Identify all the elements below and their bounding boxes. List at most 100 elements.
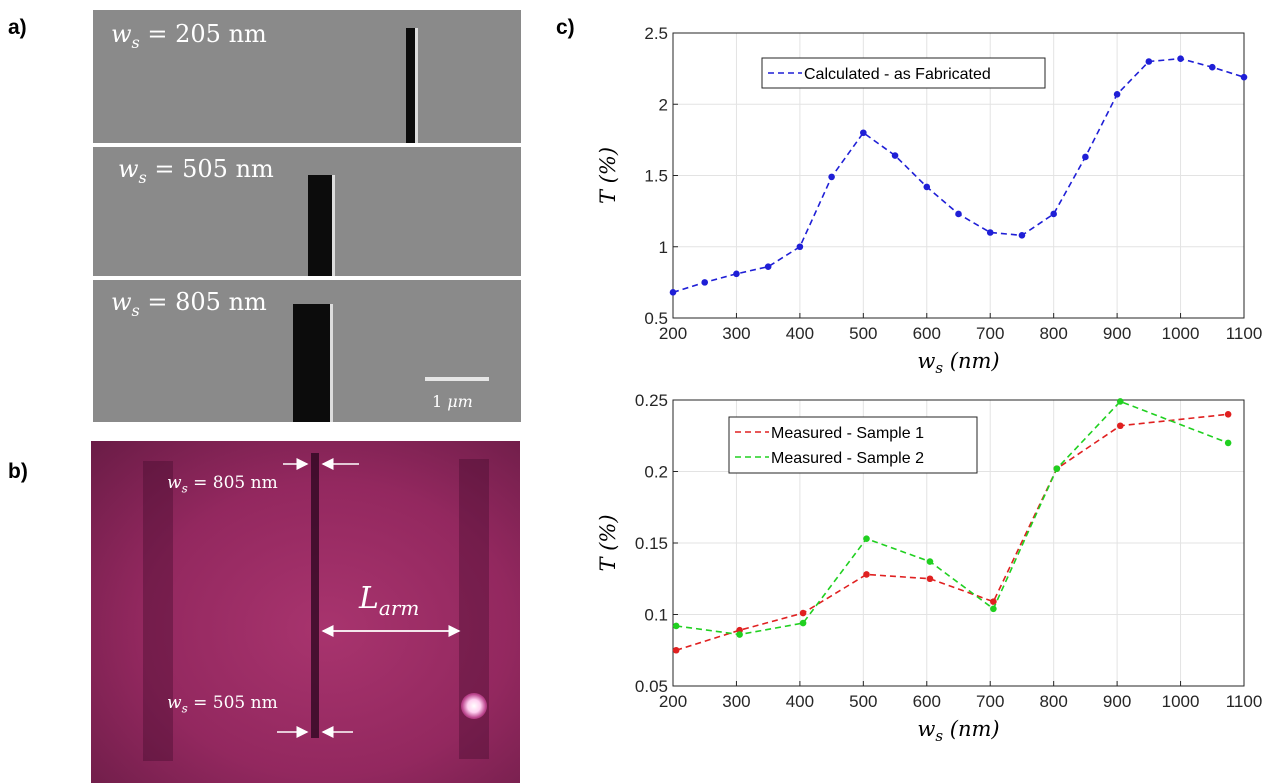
chart-1: 200 300 400 500 600 700 800 900 1000 1100 0.5 1 1.5 2… [596,24,1262,377]
data-point [860,129,867,137]
sem-image-805nm: ws = 805 nm [93,280,521,422]
sem-width-label: ws = 805 nm [111,288,267,320]
y-tick-label: 0.2 [644,463,668,482]
x-axis-label: ws (nm) [917,717,999,745]
data-point [863,571,870,578]
data-point [926,575,934,583]
y-tick-label: 0.5 [644,309,668,328]
x-tick-label: 300 [722,324,750,343]
sem-slit [406,28,418,143]
data-point [1145,58,1153,65]
y-tick-label: 0.15 [635,534,668,553]
panel-label-b: b) [8,460,28,483]
y-tick-label: 2 [659,95,668,114]
x-tick-label: 1000 [1162,692,1200,711]
data-point [672,646,680,654]
x-tick-label: 1100 [1226,692,1263,711]
y-axis-label: T (%) [596,514,620,571]
x-tick-label: 400 [786,692,814,711]
data-point [828,173,835,181]
data-point [672,622,680,630]
top-width-label: ws = 805 nm [167,473,278,496]
y-tick-label: 0.1 [644,606,668,625]
data-point [926,558,934,565]
sem-slit [293,304,333,422]
legend-label: Measured - Sample 1 [771,425,924,442]
x-tick-label: 300 [722,692,750,711]
x-tick-label: 1000 [1162,324,1200,343]
data-point [1224,411,1232,418]
data-point [1240,73,1248,81]
x-tick-label: 900 [1103,692,1131,711]
data-point [1224,439,1232,447]
sem-image-205nm: ws = 205 nm [93,10,521,143]
sem-width-label: ws = 505 nm [118,155,274,187]
left-arm-shadow [143,461,173,761]
y-axis-label: T (%) [596,147,620,204]
data-point [701,279,709,286]
data-point [1082,153,1089,161]
x-tick-label: 400 [786,324,814,343]
chart-2: 200 300 400 500 600 700 800 900 1000 1100 0.05 0.1 0… [596,391,1262,745]
panel-label-a: a) [8,16,27,39]
series-2 [672,398,1232,638]
data-point [990,598,997,605]
data-point [1050,210,1057,218]
legend-box [761,57,1046,89]
legend-box [728,416,978,474]
data-point [986,229,994,236]
y-tick-label: 0.05 [635,677,668,696]
data-point [863,535,870,543]
data-point [764,263,772,271]
x-tick-label: 1100 [1226,324,1263,343]
x-axis-label: ws (nm) [917,349,999,377]
data-point [733,270,740,278]
legend: Calculated - as Fabricated [761,57,1046,89]
data-point [955,210,962,218]
x-tick-label: 600 [913,324,941,343]
data-point [799,619,807,627]
arm-length-label: Larm [359,581,420,620]
y-tick-label: 1 [659,238,668,257]
y-tick-label: 0.25 [635,391,668,410]
x-tick-label: 900 [1103,324,1131,343]
x-tick-label: 500 [849,692,877,711]
data-point [1113,90,1121,98]
scale-bar [425,377,489,381]
data-point [1053,465,1061,472]
sem-slit [308,175,335,276]
light-spot [461,693,487,719]
x-tick-label: 800 [1039,692,1067,711]
data-point [1208,63,1216,71]
x-tick-label: 800 [1039,324,1067,343]
x-tick-label: 600 [913,692,941,711]
x-tick-label: 700 [976,324,1004,343]
bottom-width-label: ws = 505 nm [167,693,278,716]
legend: Measured - Sample 1 Measured - Sample 2 [728,416,978,474]
scale-bar-label: 1 μm [432,392,473,411]
slit-line [311,453,319,738]
optical-arrows [277,458,461,738]
x-tick-label: 200 [659,692,687,711]
sem-width-label: ws = 205 nm [111,20,267,52]
x-tick-label: 200 [659,324,687,343]
data-point [891,152,899,159]
series-1 [669,55,1248,296]
optical-micrograph: ws = 805 nm ws = 505 nm Larm [91,441,520,783]
data-point [796,243,804,251]
panel-label-c: c) [556,16,575,39]
data-point [669,289,677,296]
data-point [1116,398,1124,405]
x-tick-label: 700 [976,692,1004,711]
data-point [923,183,931,191]
y-tick-label: 1.5 [644,167,668,186]
data-point [1177,55,1184,62]
data-point [1018,232,1026,239]
x-tick-label: 500 [849,324,877,343]
data-point [990,605,997,613]
y-tick-label: 2.5 [644,24,668,43]
sem-image-505nm: ws = 505 nm [93,147,521,276]
legend-label: Measured - Sample 2 [771,450,924,467]
data-point [736,631,743,638]
